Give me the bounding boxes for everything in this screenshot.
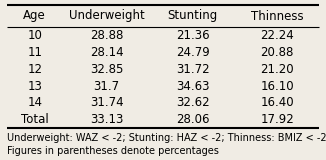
Text: 22.24: 22.24 [260,29,294,42]
Text: 21.36: 21.36 [176,29,210,42]
Text: 32.85: 32.85 [90,63,123,76]
Text: Stunting: Stunting [168,9,218,23]
Text: Thinness: Thinness [251,9,304,23]
Text: 17.92: 17.92 [260,113,294,126]
Text: 12: 12 [27,63,42,76]
Text: 31.72: 31.72 [176,63,210,76]
Text: 31.7: 31.7 [94,80,120,92]
Text: 10: 10 [27,29,42,42]
Text: Total: Total [21,113,49,126]
Text: 31.74: 31.74 [90,96,124,109]
Text: 34.63: 34.63 [176,80,210,92]
Text: 13: 13 [27,80,42,92]
Text: Underweight: Underweight [69,9,144,23]
Text: Underweight: WAZ < -2; Stunting: HAZ < -2; Thinness: BMIZ < -2,
Figures in paren: Underweight: WAZ < -2; Stunting: HAZ < -… [7,133,326,156]
Text: 20.88: 20.88 [260,46,294,59]
Text: 28.06: 28.06 [176,113,210,126]
Text: 11: 11 [27,46,42,59]
Text: 16.10: 16.10 [260,80,294,92]
Text: 28.14: 28.14 [90,46,124,59]
Text: 14: 14 [27,96,42,109]
Text: 28.88: 28.88 [90,29,123,42]
Text: Age: Age [23,9,46,23]
Text: 32.62: 32.62 [176,96,210,109]
Text: 16.40: 16.40 [260,96,294,109]
Text: 21.20: 21.20 [260,63,294,76]
Text: 24.79: 24.79 [176,46,210,59]
Text: 33.13: 33.13 [90,113,123,126]
